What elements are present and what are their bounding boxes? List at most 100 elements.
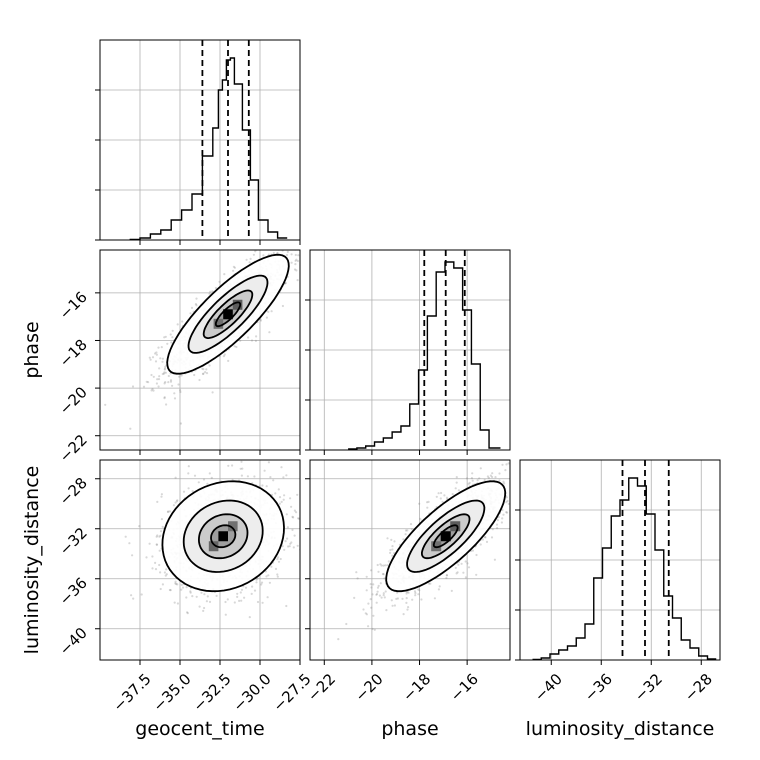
- pair-geocent_time-luminosity_distance-sample-771: [187, 487, 190, 490]
- pair-geocent_time-luminosity_distance-sample-538: [260, 583, 263, 586]
- pair-phase-luminosity_distance-sample-1201: [427, 500, 430, 503]
- pair-geocent_time-luminosity_distance-sample-331: [266, 596, 269, 599]
- pair-geocent_time-luminosity_distance-sample-289: [287, 545, 290, 548]
- pair-geocent_time-luminosity_distance-sample-1335: [246, 475, 249, 478]
- pair-geocent_time-luminosity_distance-sample-397: [181, 586, 185, 589]
- xlabel-luminosity_distance: luminosity_distance: [526, 718, 715, 740]
- pair-geocent_time-luminosity_distance-sample-905: [124, 535, 127, 538]
- pair-geocent_time-phase-sample-1178: [239, 339, 242, 342]
- pair-phase-luminosity_distance-sample-1122: [521, 504, 523, 506]
- pair-phase-luminosity_distance-sample-5: [409, 523, 413, 526]
- pair-geocent_time-phase-sample-1180: [209, 290, 212, 293]
- pair-phase-luminosity_distance-sample-612: [373, 628, 376, 631]
- pair-phase-luminosity_distance-sample-338: [370, 586, 373, 589]
- pair-phase-luminosity_distance-sample-433: [478, 477, 481, 480]
- pair-geocent_time-phase-sample-626: [211, 391, 214, 394]
- pair-phase-luminosity_distance-sample-683: [486, 475, 489, 478]
- pair-geocent_time-phase-sample-781: [252, 253, 255, 256]
- pair-phase-luminosity_distance-sample-770: [372, 583, 375, 586]
- pair-geocent_time-phase-sample-980: [142, 385, 146, 388]
- pair-phase-luminosity_distance-sample-560: [433, 597, 436, 600]
- ytick-label-phase-0: −22: [56, 431, 91, 466]
- pair-geocent_time-phase-contour-0: [166, 253, 290, 375]
- pair-phase-luminosity_distance-sample-500: [464, 560, 467, 563]
- pair-geocent_time-luminosity_distance-sample-741: [166, 510, 169, 514]
- pair-geocent_time-phase-sample-894: [152, 389, 155, 392]
- pair-geocent_time-phase-sample-443: [281, 304, 284, 308]
- pair-geocent_time-phase-sample-647: [163, 336, 166, 339]
- pair-phase-luminosity_distance-sample-513: [475, 573, 478, 576]
- pair-phase-luminosity_distance-contour-1: [406, 499, 486, 573]
- pair-geocent_time-phase-sample-672: [167, 374, 170, 378]
- xtick-label-phase-3: −16: [447, 670, 482, 705]
- pair-phase-luminosity_distance-sample-766: [503, 482, 506, 485]
- pair-geocent_time-phase-frame: [99, 249, 301, 451]
- pair-phase-luminosity_distance-sample-217: [375, 601, 378, 604]
- pair-geocent_time-phase-sample-874: [265, 316, 268, 319]
- pair-phase-luminosity_distance-sample-189: [405, 592, 408, 595]
- ytick-label-luminosity_distance-3: −28: [56, 474, 91, 509]
- pair-phase-luminosity_distance-sample-220: [457, 489, 460, 492]
- pair-phase-luminosity_distance-peak-cell-2: [431, 541, 442, 552]
- pair-geocent_time-luminosity_distance-sample-750: [202, 478, 206, 481]
- pair-phase-luminosity_distance-sample-1304: [516, 475, 518, 477]
- pair-phase-luminosity_distance-sample-334: [419, 517, 422, 521]
- pair-phase-luminosity_distance-sample-756: [407, 591, 410, 594]
- pair-geocent_time-luminosity_distance-sample-939: [283, 548, 286, 551]
- pair-geocent_time-luminosity_distance-frame: [99, 459, 301, 661]
- pair-phase-luminosity_distance-sample-722: [454, 566, 457, 570]
- pair-geocent_time-luminosity_distance-sample-532: [203, 593, 206, 596]
- pair-geocent_time-luminosity_distance-sample-365: [274, 567, 278, 571]
- pair-geocent_time-luminosity_distance-sample-588: [224, 613, 227, 616]
- pair-geocent_time-luminosity_distance-sample-630: [185, 586, 188, 589]
- pair-geocent_time-luminosity_distance-sample-895: [159, 587, 162, 591]
- pair-geocent_time-phase-sample-787: [295, 269, 298, 272]
- pair-geocent_time-luminosity_distance-sample-1209: [191, 595, 194, 598]
- pair-phase-luminosity_distance-sample-1242: [367, 602, 370, 605]
- pair-phase-luminosity_distance-sample-829: [375, 593, 378, 596]
- pair-geocent_time-luminosity_distance-sample-445: [161, 525, 164, 528]
- pair-phase-luminosity_distance-sample-925: [505, 463, 508, 466]
- pair-phase-luminosity_distance-sample-140: [483, 478, 486, 482]
- pair-geocent_time-luminosity_distance-sample-769: [268, 581, 271, 584]
- pair-geocent_time-luminosity_distance-sample-410: [289, 542, 292, 545]
- pair-geocent_time-phase-sample-1306: [223, 353, 226, 356]
- pair-phase-luminosity_distance-sample-359: [456, 571, 459, 574]
- pair-geocent_time-phase-sample-857: [170, 341, 173, 344]
- pair-geocent_time-phase-sample-1380: [159, 357, 162, 360]
- pair-phase-luminosity_distance-sample-461: [501, 517, 504, 520]
- pair-phase-luminosity_distance-sample-1112: [466, 562, 469, 565]
- pair-geocent_time-luminosity_distance-sample-74: [148, 542, 151, 545]
- pair-phase-luminosity_distance-contour-0: [385, 480, 507, 593]
- pair-phase-luminosity_distance-sample-401: [513, 471, 515, 473]
- pair-geocent_time-luminosity_distance-sample-680: [169, 589, 172, 592]
- pair-geocent_time-luminosity_distance-sample-99: [155, 535, 158, 538]
- pair-phase-luminosity_distance-sample-1020: [506, 499, 509, 503]
- pair-geocent_time-phase-sample-643: [154, 360, 158, 363]
- hist-luminosity_distance: [520, 460, 720, 660]
- pair-phase-luminosity_distance-sample-892: [369, 598, 372, 601]
- pair-geocent_time-luminosity_distance-sample-278: [280, 500, 283, 503]
- pair-geocent_time-luminosity_distance-sample-1231: [191, 490, 194, 493]
- pair-geocent_time-luminosity_distance-sample-956: [291, 528, 294, 532]
- pair-phase-luminosity_distance-sample-418: [365, 589, 368, 592]
- pair-geocent_time-phase-sample-1009: [157, 378, 161, 381]
- pair-geocent_time-phase-sample-335: [181, 320, 184, 323]
- pair-phase-luminosity_distance-sample-424: [371, 627, 374, 631]
- pair-geocent_time-phase-sample-912: [205, 368, 208, 371]
- pair-geocent_time-phase-sample-724: [249, 257, 252, 260]
- pair-phase-luminosity_distance-sample-444: [502, 513, 505, 516]
- pair-geocent_time-luminosity_distance-sample-1073: [291, 515, 294, 519]
- pair-phase-luminosity_distance-sample-836: [379, 563, 382, 566]
- pair-geocent_time-phase-sample-240: [151, 387, 154, 391]
- pair-geocent_time-phase-sample-802: [294, 259, 297, 262]
- pair-geocent_time-luminosity_distance-sample-529: [277, 488, 280, 491]
- pair-geocent_time-phase-sample-1251: [164, 335, 167, 338]
- pair-geocent_time-luminosity_distance-sample-389: [167, 510, 170, 513]
- pair-geocent_time-phase-contour-2: [202, 289, 254, 339]
- pair-geocent_time-luminosity_distance-sample-362: [159, 534, 162, 537]
- pair-phase-luminosity_distance-sample-227: [414, 594, 417, 597]
- pair-geocent_time-phase-sample-386: [223, 273, 226, 276]
- pair-geocent_time-phase-sample-279: [164, 365, 167, 368]
